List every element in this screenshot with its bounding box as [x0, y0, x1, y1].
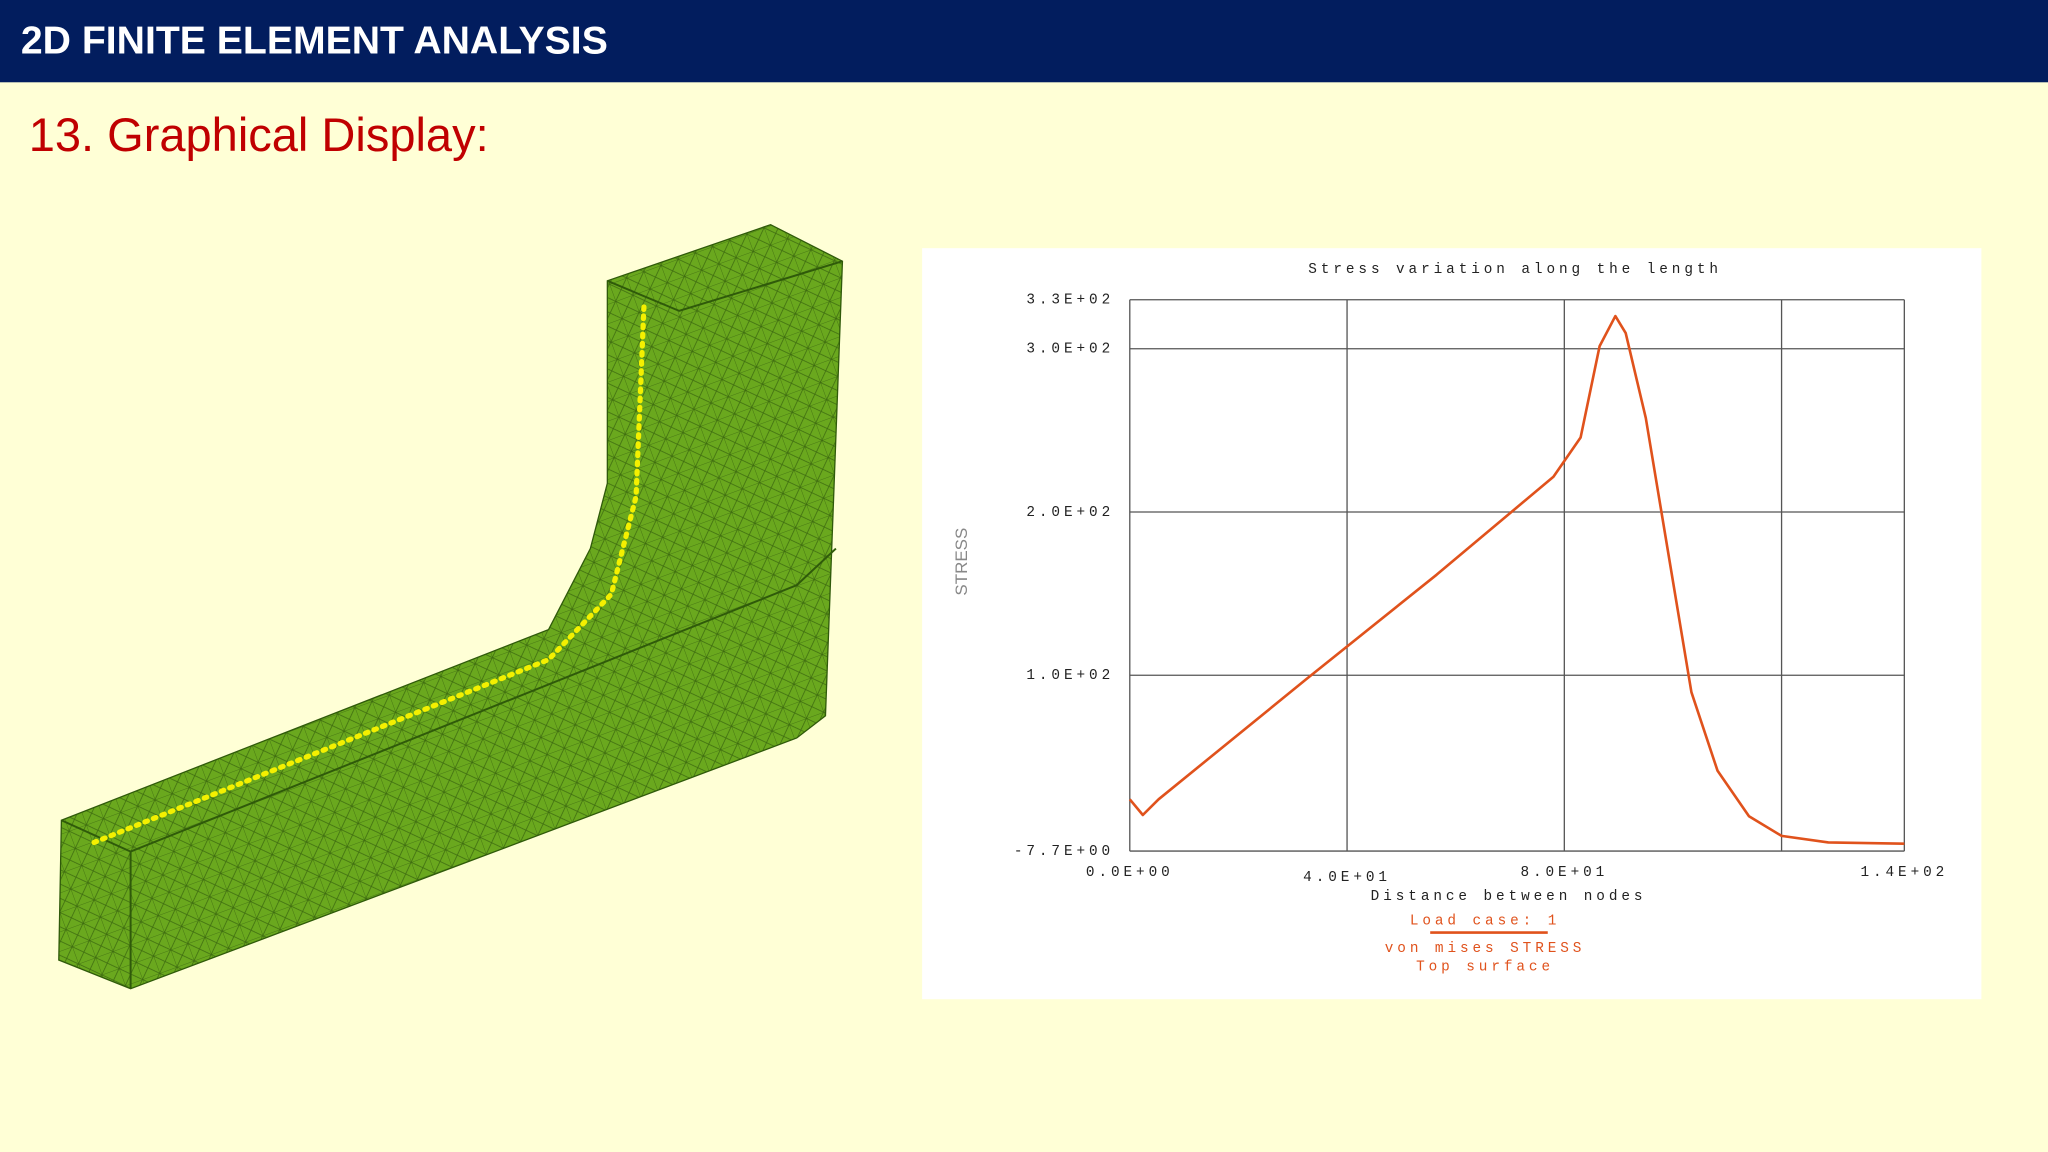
y-tick-label: 3.0E+02 — [1026, 342, 1114, 358]
x-tick-label: 1.4E+02 — [1860, 865, 1948, 881]
chart: -7.7E+00 1.0E+02 2.0E+02 3.0E+02 3.3E+02 0.0E… — [952, 262, 1948, 975]
y-axis-label: STRESS — [952, 528, 971, 596]
x-tick-label: 4.0E+01 — [1303, 870, 1391, 886]
chart-panel — [922, 248, 1982, 1000]
header-bar — [0, 0, 2048, 83]
chart-title: Stress variation along the length — [1308, 262, 1722, 278]
y-tick-label: 1.0E+02 — [1026, 668, 1114, 684]
heading: 13. Graphical Display: — [29, 108, 489, 161]
x-tick-label: 8.0E+01 — [1520, 865, 1608, 881]
legend-entry: von mises STRESS — [1385, 941, 1586, 957]
annotation: Top surface — [1416, 959, 1554, 975]
series-line — [1128, 314, 1905, 846]
y-tick-label: 3.3E+02 — [1026, 293, 1114, 309]
header-title: 2D FINITE ELEMENT ANALYSIS — [21, 19, 608, 62]
y-tick-label: 2.0E+02 — [1026, 505, 1114, 521]
x-tick-label: 0.0E+00 — [1086, 865, 1174, 881]
annotation: Load case: 1 — [1410, 914, 1560, 930]
mesh-model — [58, 223, 844, 990]
x-axis-label: Distance between nodes — [1371, 889, 1647, 905]
y-tick-label: -7.7E+00 — [1014, 844, 1114, 860]
